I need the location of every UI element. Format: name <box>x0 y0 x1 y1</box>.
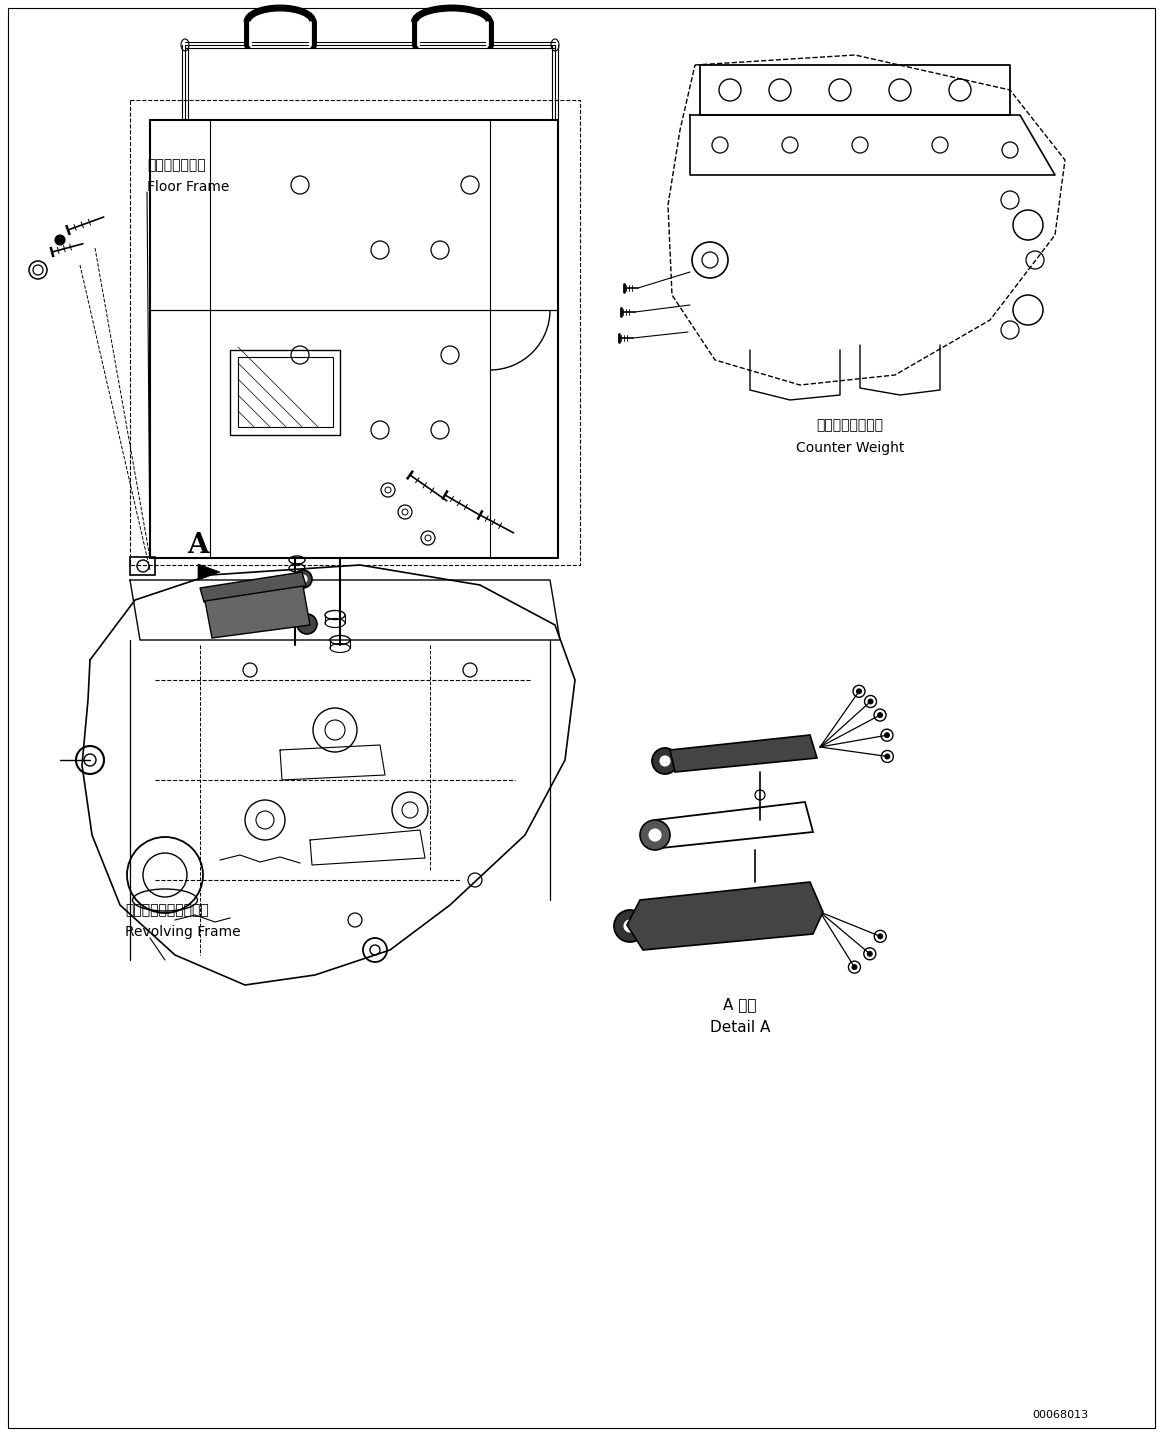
Circle shape <box>649 830 661 841</box>
Circle shape <box>299 575 307 583</box>
Text: Floor Frame: Floor Frame <box>147 181 229 193</box>
Text: A 詳細: A 詳細 <box>723 997 757 1013</box>
Polygon shape <box>198 565 220 580</box>
Polygon shape <box>205 586 311 638</box>
Circle shape <box>55 235 65 245</box>
Circle shape <box>294 570 312 588</box>
Circle shape <box>878 934 883 939</box>
Circle shape <box>640 820 670 850</box>
Text: Detail A: Detail A <box>709 1020 770 1036</box>
Text: フロアフレーム: フロアフレーム <box>147 158 206 172</box>
Circle shape <box>614 910 645 941</box>
Bar <box>230 350 340 436</box>
Text: Counter Weight: Counter Weight <box>795 441 904 456</box>
Circle shape <box>878 712 883 718</box>
Bar <box>130 557 155 575</box>
Circle shape <box>868 699 873 704</box>
Polygon shape <box>670 735 816 772</box>
Polygon shape <box>200 572 306 602</box>
Polygon shape <box>627 881 823 950</box>
Circle shape <box>868 952 872 956</box>
Circle shape <box>856 689 862 694</box>
Bar <box>238 357 333 427</box>
Circle shape <box>625 920 636 931</box>
Text: A: A <box>187 532 209 559</box>
Text: Revolving Frame: Revolving Frame <box>124 924 241 939</box>
Circle shape <box>297 613 317 633</box>
Circle shape <box>885 732 890 738</box>
Text: カウンタウエイト: カウンタウエイト <box>816 418 884 431</box>
Circle shape <box>652 748 678 774</box>
Circle shape <box>852 964 857 970</box>
Text: 00068013: 00068013 <box>1032 1410 1089 1420</box>
Text: レボルビングフレーム: レボルビングフレーム <box>124 903 208 917</box>
Circle shape <box>659 757 670 767</box>
Circle shape <box>885 754 890 759</box>
